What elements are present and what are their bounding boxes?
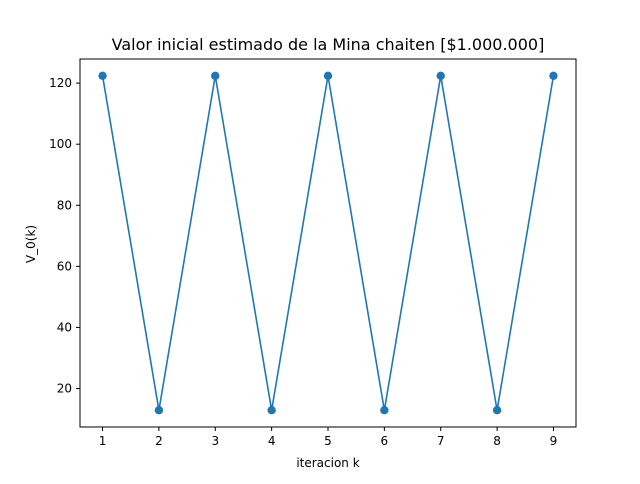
axes-frame bbox=[79, 58, 577, 428]
y-tick-label: 60 bbox=[57, 259, 72, 273]
data-point-3 bbox=[211, 71, 220, 81]
x-tick-label: 1 bbox=[99, 434, 107, 448]
x-tick-label: 4 bbox=[268, 434, 276, 448]
data-point-4 bbox=[267, 406, 276, 415]
data-point-1 bbox=[98, 71, 107, 81]
x-tick-label: 5 bbox=[324, 434, 332, 448]
x-tick-label: 2 bbox=[155, 434, 163, 448]
y-tick-label: 20 bbox=[57, 382, 72, 396]
data-point-8 bbox=[492, 406, 502, 415]
series-line bbox=[101, 75, 555, 412]
y-axis-label: V_0(k) bbox=[24, 225, 38, 263]
x-tick-label: 6 bbox=[381, 434, 389, 448]
data-point-6 bbox=[380, 406, 389, 415]
x-tick-label: 3 bbox=[211, 434, 219, 448]
data-point-9 bbox=[549, 71, 558, 81]
x-axis-label: iteracion k bbox=[296, 456, 359, 470]
data-point-5 bbox=[323, 71, 333, 81]
data-point-7 bbox=[436, 71, 445, 81]
chart-title: Valor inicial estimado de la Mina chaite… bbox=[112, 35, 545, 54]
y-tick-label: 40 bbox=[57, 320, 72, 334]
y-tick-label: 120 bbox=[49, 76, 72, 90]
x-tick-label: 7 bbox=[437, 434, 445, 448]
plot-area: 1 2 3 4 5 6 7 8 9 20 40 60 80 100 120 bbox=[49, 58, 577, 448]
y-tick-label: 80 bbox=[57, 198, 72, 212]
x-tick-label: 9 bbox=[550, 434, 558, 448]
x-tick-label: 8 bbox=[493, 434, 501, 448]
y-tick-label: 100 bbox=[49, 137, 72, 151]
data-point-2 bbox=[154, 406, 164, 415]
